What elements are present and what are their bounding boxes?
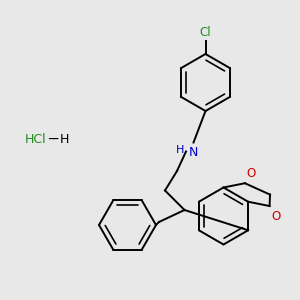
Text: O: O [246,167,256,180]
Text: H: H [176,145,184,155]
Text: H: H [60,133,69,146]
Text: N: N [189,146,198,160]
Text: ─: ─ [48,132,57,147]
Text: Cl: Cl [200,26,211,39]
Text: HCl: HCl [25,133,47,146]
Text: O: O [271,210,280,223]
